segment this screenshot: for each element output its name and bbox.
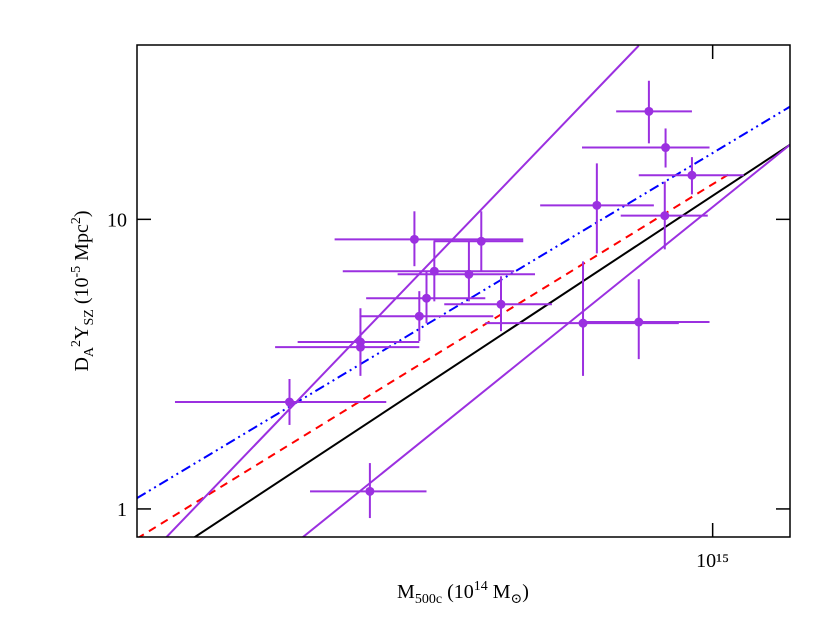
point: [476, 236, 486, 246]
point: [464, 269, 474, 279]
fit-line: [193, 143, 790, 537]
fit-lines: [137, 45, 790, 537]
point: [634, 317, 644, 327]
fit-line: [165, 45, 640, 537]
point: [578, 318, 588, 328]
point: [422, 293, 432, 303]
point: [414, 311, 424, 321]
plot-frame: [136, 44, 791, 538]
fit-line: [301, 143, 790, 537]
point: [365, 486, 375, 496]
point: [687, 170, 697, 180]
x-axis-label: M500c (1014 M⊙): [397, 579, 529, 607]
points: [174, 80, 744, 519]
point: [592, 200, 602, 210]
point: [355, 342, 365, 352]
x-tick-label: 10¹⁵: [696, 550, 729, 572]
point: [284, 397, 294, 407]
y-tick-label: 1: [117, 499, 127, 521]
y-axis-label: DA2YSZ (10-5 Mpc2): [69, 210, 97, 371]
point: [661, 143, 671, 153]
point: [644, 106, 654, 116]
fit-line: [137, 170, 734, 537]
y-tick-label: 10: [107, 209, 127, 231]
point: [409, 234, 419, 244]
point: [660, 211, 670, 221]
point: [496, 299, 506, 309]
